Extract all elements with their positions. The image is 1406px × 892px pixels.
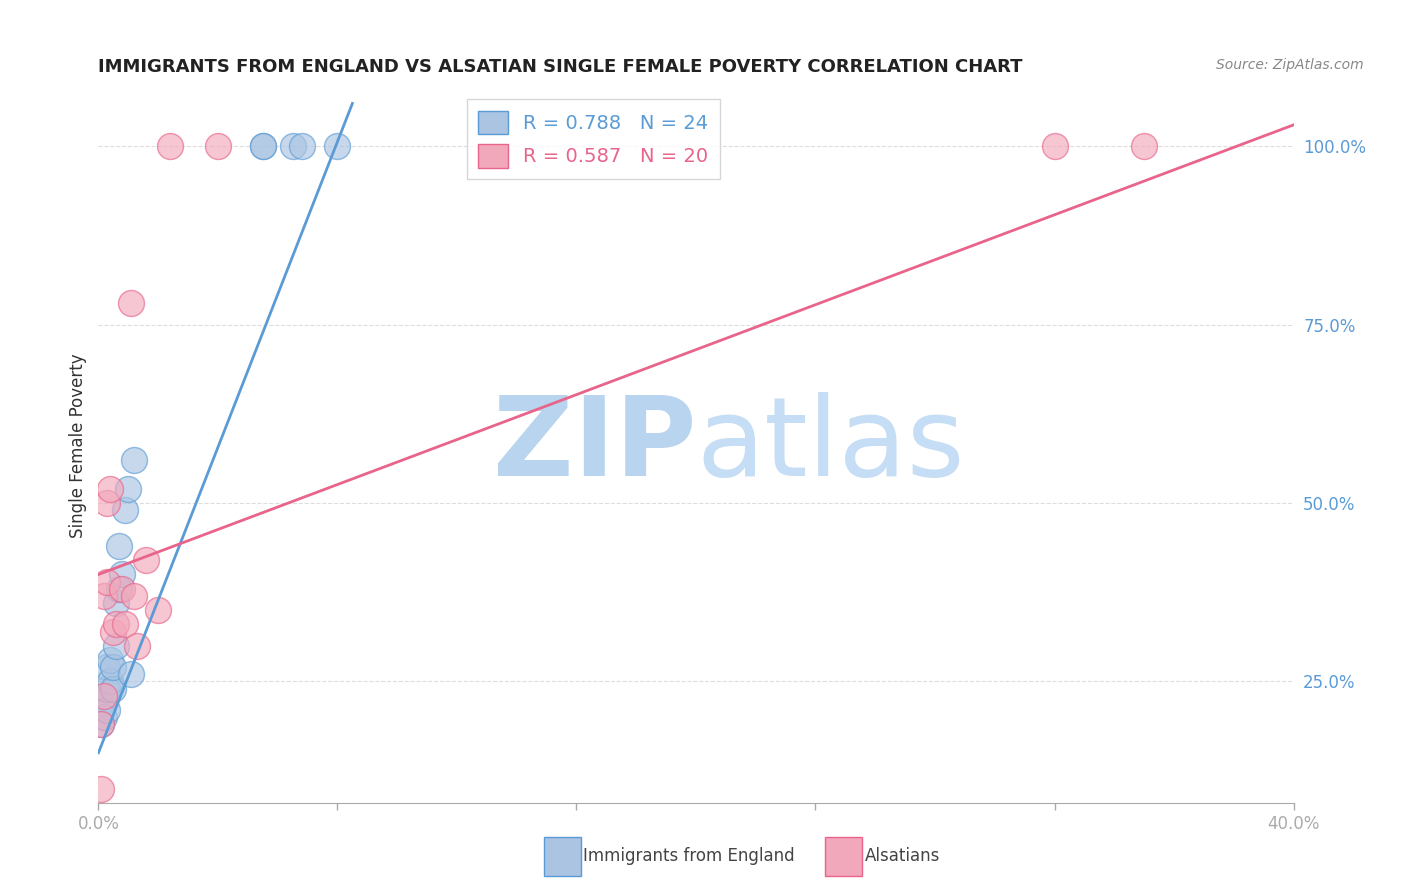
Text: ZIP: ZIP — [492, 392, 696, 500]
Point — [148, 603, 170, 617]
Text: Source: ZipAtlas.com: Source: ZipAtlas.com — [1216, 58, 1364, 72]
Point — [207, 139, 229, 153]
Point — [114, 617, 136, 632]
Text: □: □ — [831, 842, 856, 871]
Point — [120, 296, 142, 310]
Point — [90, 781, 112, 796]
Point — [117, 482, 139, 496]
Point — [93, 710, 115, 724]
Point — [120, 667, 142, 681]
Point — [105, 639, 128, 653]
Point — [111, 582, 134, 596]
Point — [96, 703, 118, 717]
Point — [159, 139, 181, 153]
Point — [124, 453, 146, 467]
Point — [103, 660, 125, 674]
Point — [96, 496, 118, 510]
Point — [135, 553, 157, 567]
Point — [108, 582, 131, 596]
Point — [90, 717, 112, 731]
Point — [108, 539, 131, 553]
Y-axis label: Single Female Poverty: Single Female Poverty — [69, 354, 87, 538]
Point — [111, 567, 134, 582]
Point — [98, 653, 122, 667]
Point — [103, 624, 125, 639]
Point — [96, 574, 118, 589]
Text: Immigrants from England: Immigrants from England — [583, 847, 796, 865]
Text: IMMIGRANTS FROM ENGLAND VS ALSATIAN SINGLE FEMALE POVERTY CORRELATION CHART: IMMIGRANTS FROM ENGLAND VS ALSATIAN SING… — [98, 58, 1024, 76]
Text: atlas: atlas — [696, 392, 965, 500]
Point — [96, 660, 118, 674]
Point — [252, 139, 274, 153]
Point — [98, 674, 122, 689]
Point — [1133, 139, 1156, 153]
Point — [103, 681, 125, 696]
Point — [326, 139, 349, 153]
Point — [93, 689, 115, 703]
Text: □: □ — [550, 842, 575, 871]
Point — [96, 681, 118, 696]
Point — [90, 696, 112, 710]
Point — [105, 596, 128, 610]
Point — [252, 139, 274, 153]
Point — [98, 482, 122, 496]
Point — [281, 139, 304, 153]
Legend: R = 0.788   N = 24, R = 0.587   N = 20: R = 0.788 N = 24, R = 0.587 N = 20 — [467, 99, 720, 179]
Point — [290, 139, 312, 153]
Point — [1043, 139, 1066, 153]
Point — [114, 503, 136, 517]
Point — [90, 717, 112, 731]
Point — [124, 589, 146, 603]
Point — [105, 617, 128, 632]
Text: Alsatians: Alsatians — [865, 847, 941, 865]
Point — [93, 589, 115, 603]
Point — [127, 639, 149, 653]
